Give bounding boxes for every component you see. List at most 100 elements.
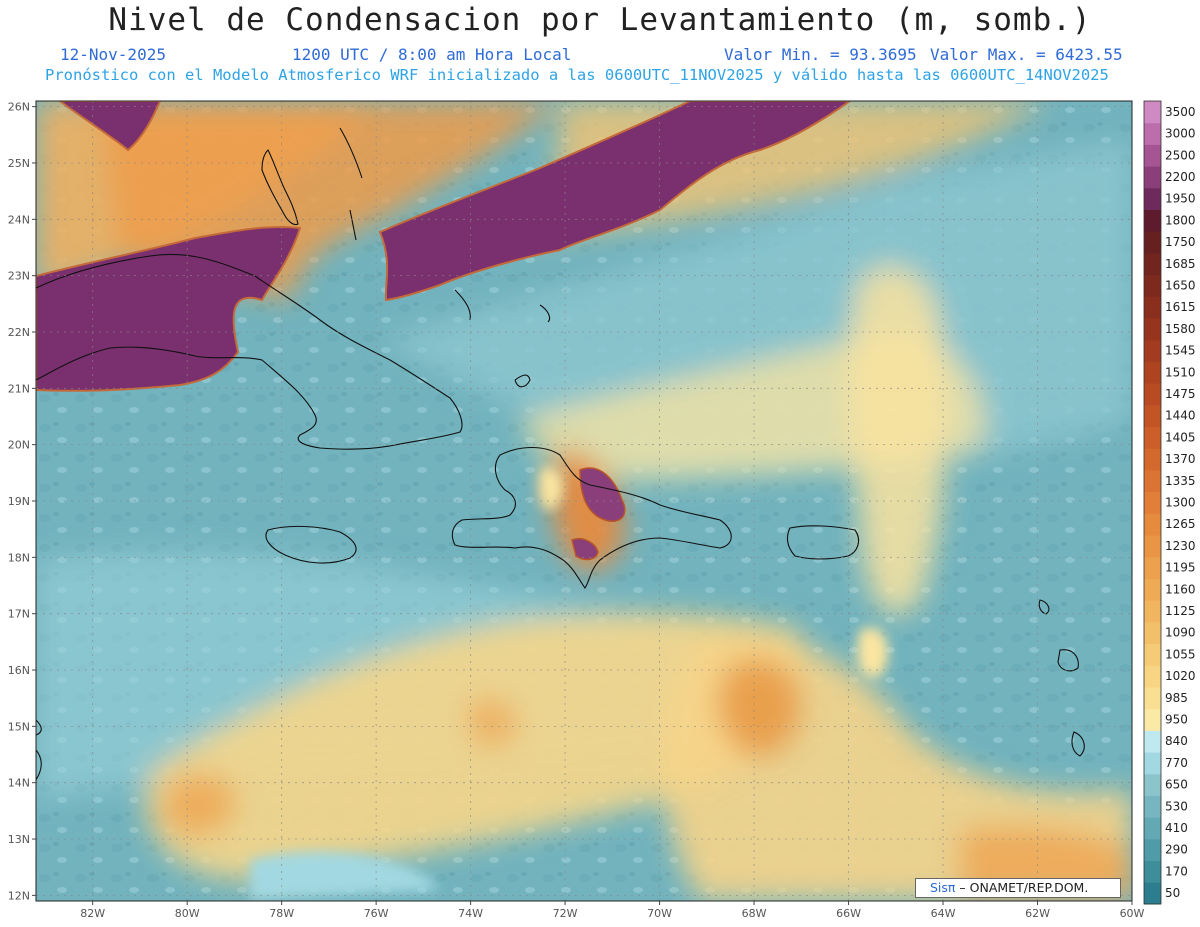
colorbar-label: 1055 bbox=[1165, 647, 1196, 661]
lat-tick-label: 20N bbox=[8, 439, 30, 452]
colorbar-label: 1195 bbox=[1165, 561, 1196, 575]
lon-tick-label: 62W bbox=[1025, 907, 1050, 920]
lon-tick-label: 74W bbox=[458, 907, 483, 920]
lon-tick-label: 80W bbox=[175, 907, 200, 920]
colorbar-swatch bbox=[1144, 448, 1161, 471]
min-value: Valor Min. = 93.3695 bbox=[724, 45, 917, 64]
colorbar-swatch bbox=[1144, 513, 1161, 536]
lon-tick-label: 66W bbox=[836, 907, 861, 920]
colorbar-swatch bbox=[1144, 578, 1161, 601]
colorbar-label: 1650 bbox=[1165, 278, 1196, 292]
colorbar-label: 1265 bbox=[1165, 517, 1196, 531]
colorbar-label: 1580 bbox=[1165, 322, 1196, 336]
colorbar-label: 1440 bbox=[1165, 409, 1196, 423]
longitude-labels: 82W 80W 78W 76W 74W 72W 70W 68W 66W 64W 62W 60W bbox=[80, 901, 1145, 920]
colorbar-label: 1545 bbox=[1165, 344, 1196, 358]
lon-tick-label: 72W bbox=[553, 907, 578, 920]
lon-tick-label: 64W bbox=[931, 907, 956, 920]
sispi-logo: Sisπ bbox=[930, 880, 956, 895]
colorbar-label: 1800 bbox=[1165, 213, 1196, 227]
max-value: Valor Max. = 6423.55 bbox=[930, 45, 1123, 64]
colorbar-swatch bbox=[1144, 252, 1161, 276]
colorbar-swatch bbox=[1144, 491, 1161, 514]
forecast-date: 12-Nov-2025 bbox=[60, 45, 166, 64]
lat-tick-label: 25N bbox=[8, 157, 30, 170]
lat-tick-label: 18N bbox=[8, 551, 30, 564]
colorbar-label: 1090 bbox=[1165, 626, 1196, 640]
colorbar-swatch bbox=[1144, 556, 1161, 579]
colorbar-swatch bbox=[1144, 318, 1161, 341]
colorbar-swatch bbox=[1144, 752, 1161, 775]
colorbar-swatch bbox=[1144, 404, 1161, 428]
colorbar-swatch bbox=[1144, 621, 1161, 645]
map-title: Nivel de Condensacion por Levantamiento … bbox=[108, 2, 1092, 38]
colorbar-label: 1335 bbox=[1165, 474, 1196, 488]
colorbar-swatch bbox=[1144, 122, 1161, 145]
colorbar-label: 2200 bbox=[1165, 170, 1196, 184]
colorbar-label: 410 bbox=[1165, 821, 1188, 835]
lat-tick-label: 24N bbox=[8, 213, 30, 226]
lon-tick-label: 76W bbox=[364, 907, 389, 920]
colorbar-swatch bbox=[1144, 708, 1161, 731]
colorbar-swatch bbox=[1144, 665, 1161, 688]
colorbar-label: 3500 bbox=[1165, 105, 1196, 119]
lat-tick-label: 22N bbox=[8, 326, 30, 339]
colorbar-label: 770 bbox=[1165, 756, 1188, 770]
colorbar-swatch bbox=[1144, 730, 1161, 753]
colorbar-swatch bbox=[1144, 535, 1161, 558]
colorbar-label: 1615 bbox=[1165, 300, 1196, 314]
colorbar-label: 985 bbox=[1165, 691, 1188, 705]
colorbar-label: 1475 bbox=[1165, 387, 1196, 401]
colorbar-label: 170 bbox=[1165, 864, 1188, 878]
colorbar-swatch bbox=[1144, 166, 1161, 189]
colorbar-label: 1160 bbox=[1165, 582, 1196, 596]
colorbar-swatch bbox=[1144, 469, 1161, 493]
credit-text: – ONAMET/REP.DOM. bbox=[955, 880, 1089, 895]
colorbar-label: 3000 bbox=[1165, 127, 1196, 141]
lat-tick-label: 16N bbox=[8, 664, 30, 677]
colorbar-swatch bbox=[1144, 274, 1161, 297]
credit-box: Sisπ – ONAMET/REP.DOM. bbox=[915, 878, 1121, 898]
colorbar-swatch bbox=[1144, 339, 1161, 362]
lon-tick-label: 70W bbox=[647, 907, 672, 920]
colorbar-swatch bbox=[1144, 860, 1161, 883]
colorbar-swatch bbox=[1144, 686, 1161, 710]
lat-tick-label: 15N bbox=[8, 720, 30, 733]
lat-tick-label: 19N bbox=[8, 495, 30, 508]
latitude-labels: 12N 13N 14N 15N 16N 17N 18N 19N 20N 21N 22N 23N 24N 2… bbox=[8, 101, 36, 902]
colorbar-label: 840 bbox=[1165, 734, 1188, 748]
coastlines bbox=[36, 127, 1085, 781]
colorbar-label: 1300 bbox=[1165, 496, 1196, 510]
colorbar-label: 1950 bbox=[1165, 192, 1196, 206]
colorbar-swatch bbox=[1144, 144, 1161, 167]
colorbar-swatch bbox=[1144, 361, 1161, 384]
colorbar-label: 1230 bbox=[1165, 539, 1196, 553]
colorbar-label: 650 bbox=[1165, 778, 1188, 792]
lat-tick-label: 26N bbox=[8, 101, 30, 114]
colorbar-label: 1405 bbox=[1165, 430, 1196, 444]
colorbar-label: 1510 bbox=[1165, 365, 1196, 379]
colorbar-label: 1020 bbox=[1165, 669, 1196, 683]
colorbar-label: 1370 bbox=[1165, 452, 1196, 466]
colorbar-label: 1750 bbox=[1165, 235, 1196, 249]
colorbar-label: 1125 bbox=[1165, 604, 1196, 618]
colorbar-swatch bbox=[1144, 209, 1161, 232]
colorbar: 50 170 290 410 530 650 770 840 950 985 1020 1055 109… bbox=[1143, 100, 1196, 905]
colorbar-label: 530 bbox=[1165, 799, 1188, 813]
lat-tick-label: 17N bbox=[8, 608, 30, 621]
colorbar-frame bbox=[1143, 100, 1162, 905]
lat-tick-label: 13N bbox=[8, 833, 30, 846]
colorbar-label: 1685 bbox=[1165, 257, 1196, 271]
colorbar-swatch bbox=[1144, 296, 1161, 319]
colorbar-swatch bbox=[1144, 383, 1161, 406]
colorbar-label: 290 bbox=[1165, 843, 1188, 857]
lon-tick-label: 82W bbox=[80, 907, 105, 920]
colorbar-swatch bbox=[1144, 795, 1161, 818]
colorbar-swatch bbox=[1144, 231, 1161, 254]
model-info: Pronóstico con el Modelo Atmosferico WRF… bbox=[45, 66, 1109, 84]
forecast-time: 1200 UTC / 8:00 am Hora Local bbox=[292, 45, 572, 64]
lon-tick-label: 60W bbox=[1120, 907, 1145, 920]
colorbar-swatch bbox=[1144, 643, 1161, 666]
colorbar-swatch bbox=[1144, 426, 1161, 449]
